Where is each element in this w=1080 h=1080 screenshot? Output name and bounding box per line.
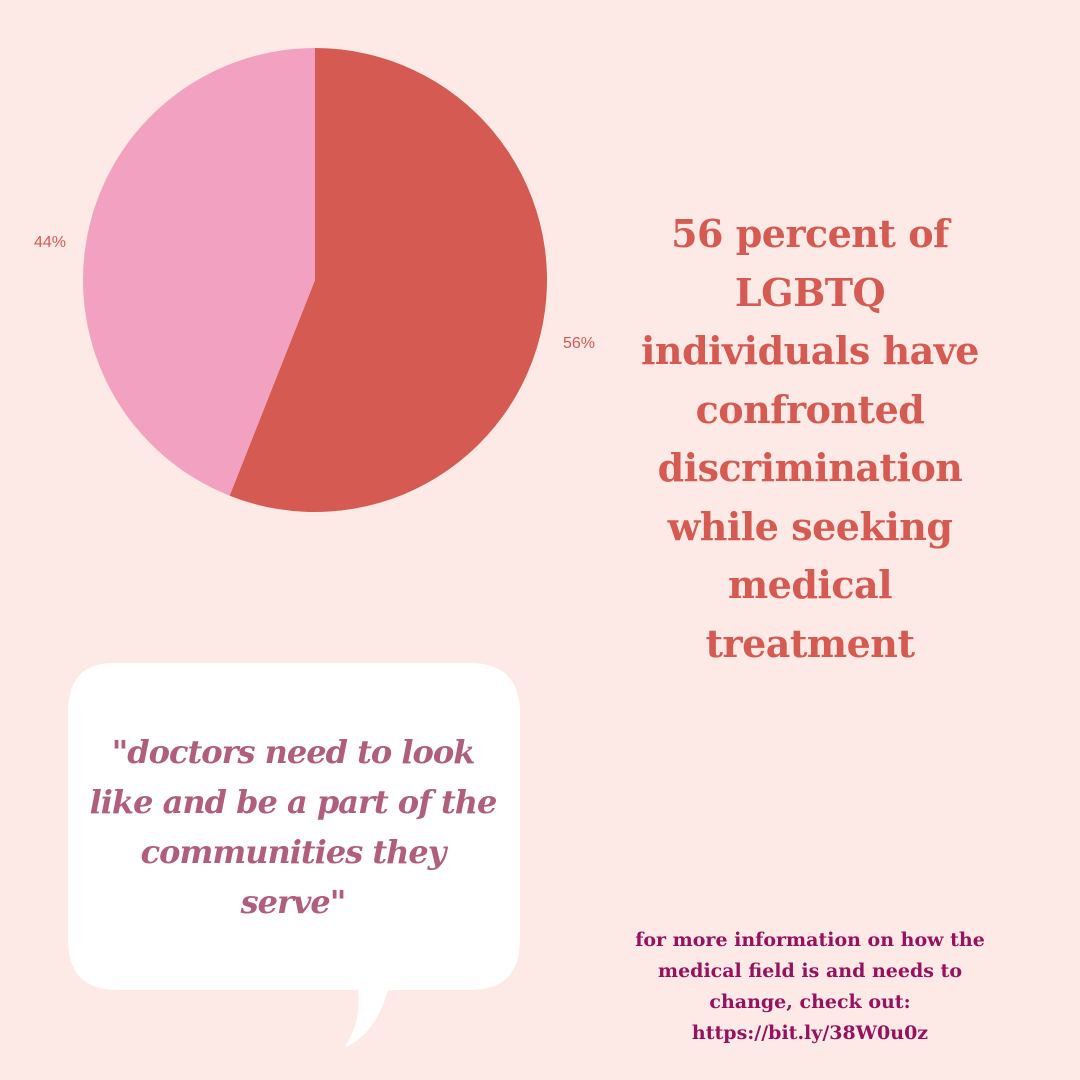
info-link[interactable]: https://bit.ly/38W0u0z bbox=[691, 1022, 929, 1044]
pie-label-44: 44% bbox=[34, 234, 66, 251]
info-text: for more information on how the medical … bbox=[635, 929, 985, 1013]
pie-chart: 56% 44% bbox=[34, 48, 595, 512]
pie-slice-44 bbox=[83, 48, 315, 496]
info-block: for more information on how the medical … bbox=[620, 925, 1000, 1049]
pie-slice-56 bbox=[229, 48, 548, 512]
speech-bubble bbox=[68, 663, 520, 1047]
quote-text: "doctors need to look like and be a part… bbox=[89, 733, 498, 921]
headline-statistic: 56 percent of LGBTQ individuals have con… bbox=[641, 211, 979, 666]
pie-label-56: 56% bbox=[563, 335, 595, 352]
